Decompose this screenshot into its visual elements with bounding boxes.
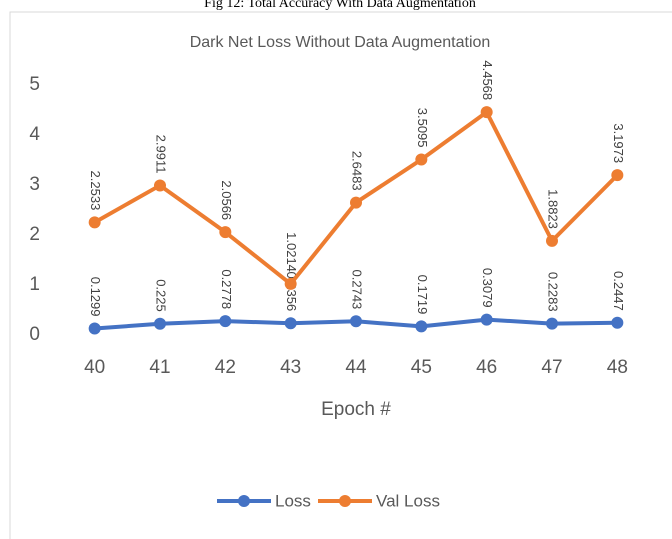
chart-title: Dark Net Loss Without Data Augmentation: [190, 34, 491, 51]
point: [546, 234, 558, 247]
data-label: 4.4568: [480, 60, 495, 100]
point: [611, 169, 624, 182]
x-tick-label: 44: [345, 357, 367, 378]
data-label: 2.6483: [350, 151, 365, 191]
point: [88, 216, 101, 229]
point: [480, 106, 493, 119]
y-tick-label: 2: [29, 224, 40, 245]
x-tick-label: 40: [84, 357, 105, 378]
point: [415, 153, 428, 166]
point: [88, 322, 101, 335]
data-label: 0.1719: [415, 275, 430, 315]
data-label: 0.2283: [546, 272, 561, 312]
data-label: 1.8823: [546, 189, 561, 229]
data-label: 0.3079: [480, 268, 495, 308]
point: [154, 317, 166, 330]
data-label: 0.225: [154, 279, 169, 312]
point: [611, 316, 624, 329]
point: [284, 317, 297, 330]
point: [350, 315, 362, 328]
y-tick-label: 0: [29, 324, 40, 345]
y-tick-label: 4: [29, 124, 40, 145]
data-label: 0.2743: [350, 270, 365, 310]
x-tick-label: 41: [149, 357, 170, 378]
data-label: 3.1973: [611, 123, 626, 163]
x-tick-label: 47: [541, 357, 562, 378]
y-tick-label: 3: [29, 174, 40, 195]
x-tick-label: 48: [607, 357, 628, 378]
caption: Fig 12: Total Accuracy With Data Augment…: [204, 0, 476, 11]
legend-label: Loss: [275, 491, 311, 510]
data-label: 2.0566: [219, 180, 234, 220]
data-label: 1.0214: [284, 232, 299, 272]
point: [219, 226, 232, 239]
legend-marker: [339, 495, 351, 507]
x-tick-label: 42: [215, 357, 236, 378]
y-tick-label: 1: [29, 274, 40, 295]
point: [284, 277, 297, 290]
x-tick-label: 45: [411, 357, 432, 378]
data-label: 2.2533: [88, 171, 103, 211]
point: [480, 313, 493, 326]
point: [350, 196, 362, 209]
data-label: 3.5095: [415, 108, 430, 148]
data-label: 0.2447: [611, 271, 626, 311]
legend-marker: [238, 495, 250, 507]
legend-label: Val Loss: [376, 491, 440, 510]
x-tick-label: 43: [280, 357, 301, 378]
data-label: 2.9911: [154, 135, 169, 174]
point: [415, 320, 428, 333]
point: [546, 317, 558, 330]
chart-border: [9, 11, 672, 539]
point: [219, 315, 232, 328]
x-tick-label: 46: [476, 357, 497, 378]
data-label: 0.2778: [219, 269, 234, 309]
data-label: 0.1299: [88, 277, 103, 317]
point: [154, 179, 166, 192]
y-tick-label: 5: [29, 74, 40, 95]
x-axis-label: Epoch #: [321, 399, 391, 420]
